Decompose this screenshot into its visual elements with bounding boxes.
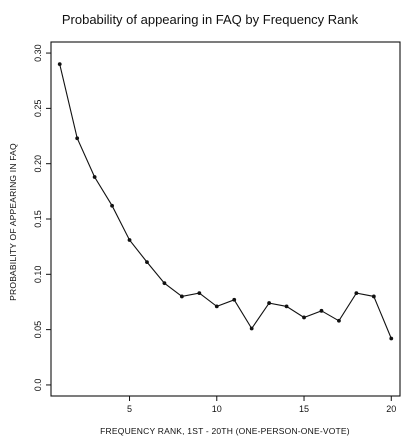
- data-point: [389, 336, 394, 341]
- data-point: [284, 304, 289, 309]
- x-axis: 5 10 15 20: [127, 396, 396, 414]
- x-tick-label: 5: [127, 404, 132, 414]
- chart-title: Probability of appearing in FAQ by Frequ…: [62, 12, 359, 27]
- y-tick-label: 0.15: [33, 210, 43, 228]
- data-point: [267, 301, 272, 305]
- data-point: [197, 291, 202, 296]
- y-tick-label: 0.20: [33, 155, 43, 173]
- data-point: [75, 136, 80, 141]
- data-point: [232, 297, 237, 302]
- x-axis-label: FREQUENCY RANK, 1ST - 20TH (ONE-PERSON-O…: [100, 426, 350, 436]
- data-point: [162, 281, 167, 286]
- data-point: [371, 294, 376, 299]
- data-point: [110, 203, 114, 208]
- data-point: [249, 326, 254, 331]
- x-tick-label: 20: [386, 404, 396, 414]
- data-point: [214, 304, 219, 309]
- data-point: [337, 318, 341, 323]
- data-point: [57, 62, 62, 67]
- data-point: [145, 260, 149, 265]
- x-tick-label: 10: [212, 404, 222, 414]
- y-tick-label: 0.05: [33, 321, 43, 339]
- y-tick-label: 0.10: [33, 266, 43, 284]
- y-tick-label: 0.25: [33, 100, 43, 118]
- series-line: [59, 63, 392, 339]
- y-tick-label: 0.0: [33, 379, 43, 392]
- data-point: [319, 308, 324, 313]
- data-point: [179, 294, 184, 299]
- x-tick-label: 15: [299, 404, 309, 414]
- y-axis-label: PROBABILITY OF APPEARING IN FAQ: [8, 143, 18, 301]
- data-point: [302, 315, 306, 320]
- y-tick-label: 0.30: [33, 44, 43, 62]
- data-point: [92, 175, 97, 179]
- data-point: [127, 238, 132, 242]
- data-point: [354, 291, 359, 296]
- series-probability: [57, 62, 394, 341]
- y-axis: 0.0 0.05 0.10 0.15 0.20 0.25 0.30: [33, 44, 51, 391]
- plot-frame: [50, 41, 401, 397]
